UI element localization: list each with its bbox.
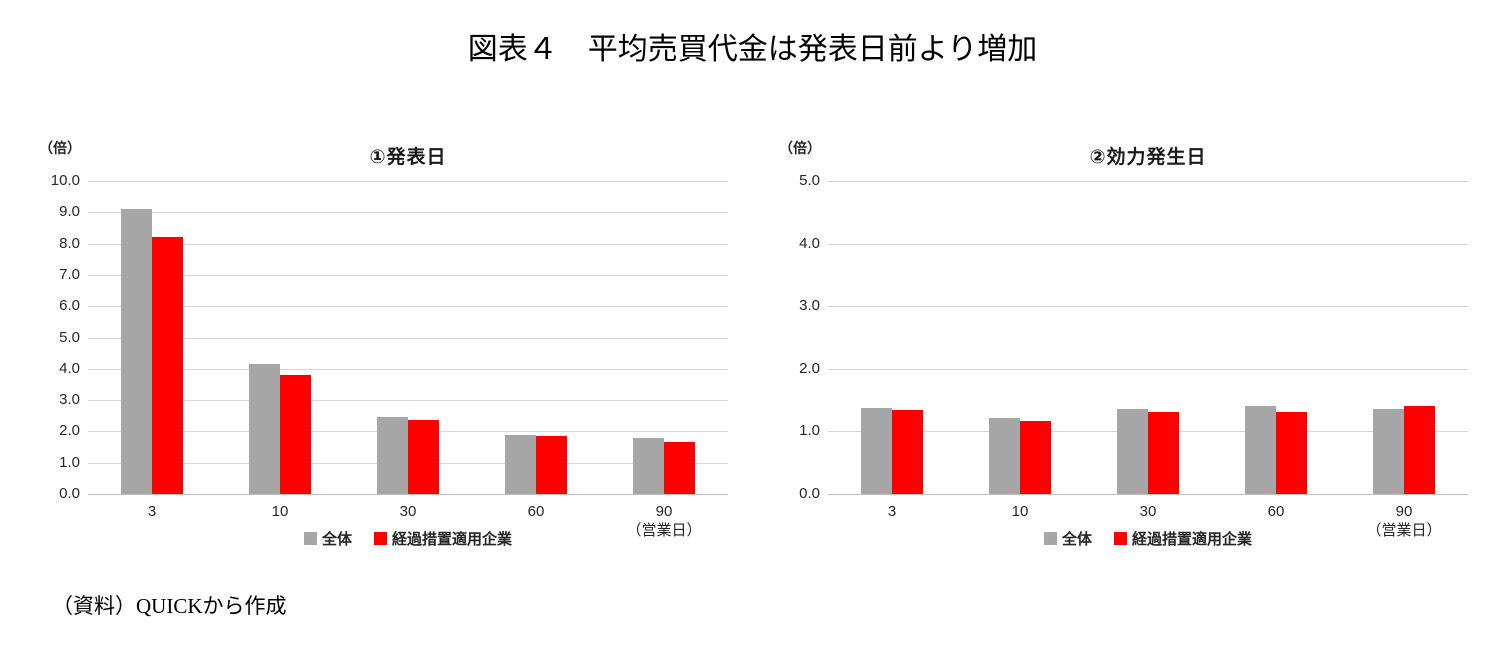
y-tick-label: 4.0 <box>59 359 80 377</box>
chart-announcement-date: （倍） ①発表日 0.0 1.0 2.0 3.0 4.0 5.0 6.0 7.0 8.0 9.0 1… <box>25 130 735 550</box>
y-tick-label: 3.0 <box>59 391 80 409</box>
x-category-label: 10 <box>271 503 289 520</box>
chart-header: （倍） ②効力発生日 <box>765 130 1475 181</box>
y-tick-label: 9.0 <box>59 203 80 221</box>
y-tick-label: 2.0 <box>59 422 80 440</box>
bar-90-series-1 <box>1404 405 1435 494</box>
chart-header: （倍） ①発表日 <box>25 130 735 181</box>
x-category-label: 3 <box>147 503 157 520</box>
y-tick-label: 6.0 <box>59 297 80 315</box>
gridline <box>88 212 728 214</box>
bar-10-series-0 <box>989 418 1020 494</box>
figure-title: 図表４ 平均売買代金は発表日前より増加 <box>467 33 1038 66</box>
bar-90-series-0 <box>1373 408 1404 494</box>
legend-label: 経過措置適用企業 <box>1132 531 1253 548</box>
y-axis-unit-label: （倍） <box>779 140 821 156</box>
gridline <box>88 368 728 370</box>
legend-item: 全体 <box>1043 528 1092 549</box>
x-axis-unit-note: （営業日） <box>626 522 702 539</box>
bar-60-series-1 <box>1276 412 1307 494</box>
y-axis-unit-label: （倍） <box>39 140 81 156</box>
legend: 全体 経過措置適用企業 <box>828 528 1468 549</box>
gridline <box>88 400 728 402</box>
bar-3-series-1 <box>892 410 923 494</box>
x-category-label: 30 <box>1139 503 1157 520</box>
legend-item: 経過措置適用企業 <box>1114 528 1252 549</box>
x-category-label: 10 <box>1011 503 1029 520</box>
bar-30-series-1 <box>408 420 439 494</box>
y-tick-label: 0.0 <box>799 485 820 502</box>
y-tick-label: 3.0 <box>799 297 820 315</box>
bar-10-series-1 <box>1020 420 1051 494</box>
legend-swatch-icon <box>374 532 387 545</box>
x-category-label: 3 <box>887 503 897 520</box>
bar-60-series-1 <box>536 436 567 494</box>
bar-90-series-0 <box>633 437 664 494</box>
x-axis-line <box>88 494 728 495</box>
bar-10-series-1 <box>280 375 311 494</box>
chart-title: ①発表日 <box>369 147 447 168</box>
bar-3-series-1 <box>152 237 183 494</box>
gridline <box>828 306 1468 308</box>
legend-label: 全体 <box>1061 531 1092 548</box>
bar-30-series-1 <box>1148 412 1179 494</box>
gridline <box>88 337 728 339</box>
gridline <box>828 368 1468 370</box>
y-axis-tick-labels: 0.0 1.0 2.0 3.0 4.0 5.0 6.0 7.0 8.0 9.0 10.0 <box>25 172 80 502</box>
bar-90-series-1 <box>664 442 695 494</box>
plot-area <box>828 181 1468 495</box>
y-tick-label: 5.0 <box>799 172 820 189</box>
gridline <box>88 243 728 245</box>
legend-swatch-icon <box>1114 532 1127 545</box>
gridline <box>828 181 1468 182</box>
gridline <box>828 243 1468 245</box>
plot-wrapper: 0.0 1.0 2.0 3.0 4.0 5.0 3 10 30 60 90 （営業日） 全体 経過措置… <box>799 172 1468 566</box>
x-axis-unit-note: （営業日） <box>1366 522 1442 539</box>
legend-item: 経過措置適用企業 <box>374 528 512 549</box>
legend-swatch-icon <box>303 532 317 545</box>
bar-10-series-0 <box>249 364 280 494</box>
gridline <box>88 274 728 276</box>
y-tick-label: 5.0 <box>59 328 80 346</box>
bar-30-series-0 <box>377 417 408 494</box>
x-axis-line <box>828 494 1468 495</box>
legend: 全体 経過措置適用企業 <box>88 528 728 549</box>
y-tick-label: 2.0 <box>799 359 820 377</box>
x-category-label: 90 （営業日） <box>619 502 709 540</box>
legend-swatch-icon <box>1043 532 1057 545</box>
y-tick-label: 1.0 <box>59 453 80 471</box>
bar-3-series-0 <box>121 209 152 494</box>
y-tick-label: 10.0 <box>50 172 80 189</box>
y-tick-label: 0.0 <box>59 485 80 502</box>
x-category-label: 60 <box>1267 503 1285 520</box>
y-tick-label: 8.0 <box>59 234 80 252</box>
bar-60-series-0 <box>505 434 536 494</box>
source-note: （資料）QUICKから作成 <box>52 594 287 618</box>
x-category-label: 60 <box>527 503 545 520</box>
bar-3-series-0 <box>861 408 892 494</box>
legend-item: 全体 <box>303 528 352 549</box>
bar-60-series-0 <box>1245 406 1276 494</box>
x-category-label: 30 <box>399 503 417 520</box>
legend-label: 経過措置適用企業 <box>392 531 513 548</box>
gridline <box>88 306 728 308</box>
y-axis-tick-labels: 0.0 1.0 2.0 3.0 4.0 5.0 <box>765 172 820 502</box>
bar-30-series-0 <box>1117 408 1148 494</box>
chart-title: ②効力発生日 <box>1089 147 1207 168</box>
y-tick-label: 7.0 <box>59 265 80 283</box>
plot-area <box>88 181 728 495</box>
plot-wrapper: 0.0 1.0 2.0 3.0 4.0 5.0 6.0 7.0 8.0 9.0 10.0 3 10 30… <box>51 172 728 566</box>
legend-label: 全体 <box>321 531 352 548</box>
y-tick-label: 4.0 <box>799 234 820 252</box>
chart-effective-date: （倍） ②効力発生日 0.0 1.0 2.0 3.0 4.0 5.0 3 10 30 60 90 （… <box>765 130 1475 550</box>
x-category-label: 90 （営業日） <box>1359 502 1449 540</box>
y-tick-label: 1.0 <box>799 422 820 440</box>
gridline <box>88 181 728 182</box>
